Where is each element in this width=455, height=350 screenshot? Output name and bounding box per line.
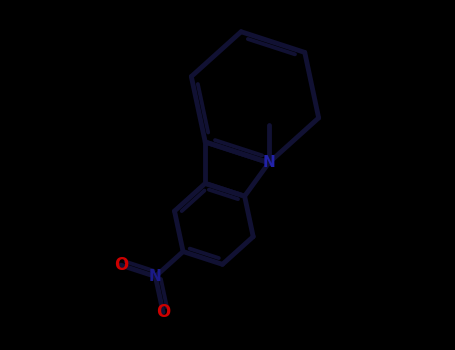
Text: O: O [114,256,128,274]
Text: N: N [263,155,275,170]
Text: O: O [156,303,170,321]
Text: N: N [149,269,162,284]
